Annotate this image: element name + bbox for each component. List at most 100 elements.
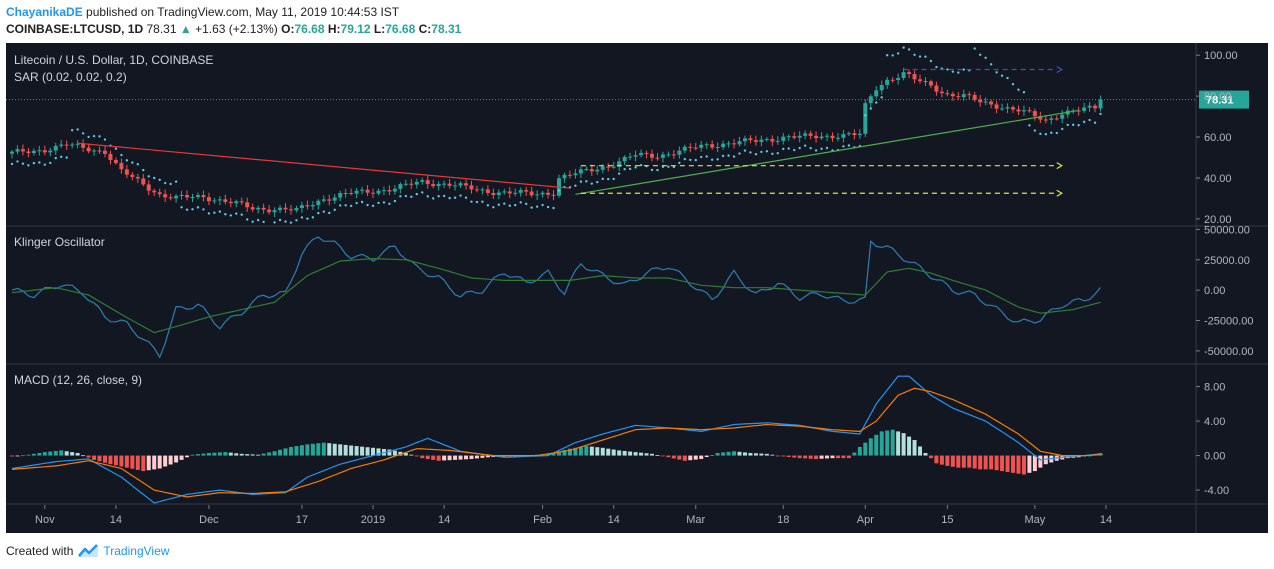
candle-body	[1082, 107, 1087, 111]
sar-dot	[667, 165, 670, 168]
sar-dot	[16, 160, 19, 163]
level-arrow-icon	[1056, 189, 1063, 197]
sar-dot	[1000, 74, 1004, 77]
macd-histogram-bar	[573, 447, 578, 456]
y-tick-label: 0.00	[1204, 451, 1225, 463]
sar-dot	[497, 203, 501, 206]
macd-histogram-bar	[874, 434, 879, 456]
candle-body	[617, 161, 622, 167]
y-tick-label: -25000.00	[1204, 316, 1254, 328]
candle-body	[907, 72, 912, 75]
macd-histogram-bar	[622, 450, 627, 456]
sar-dot	[973, 47, 976, 50]
sar-dot	[891, 54, 894, 57]
sar-dot	[158, 178, 161, 182]
candle-body	[168, 197, 173, 199]
sar-dot	[743, 149, 747, 152]
candle-body	[245, 202, 250, 208]
macd-histogram-bar	[1016, 455, 1021, 474]
sar-dot	[191, 208, 194, 211]
candle-body	[885, 79, 890, 86]
candle-body	[890, 79, 895, 81]
author-link[interactable]: ChayanikaDE	[6, 5, 83, 19]
sar-dot	[935, 65, 938, 69]
macd-histogram-bar	[305, 444, 310, 456]
candle-body	[830, 135, 835, 139]
sar-dot	[612, 177, 615, 181]
chart-svg[interactable]: 78.31 100.00 80.00 60.00 40.00 20.00 Litecoin …	[6, 43, 1268, 533]
candle-body	[972, 94, 977, 100]
candle-body	[874, 90, 879, 97]
sar-dot	[798, 146, 801, 150]
macd-histogram-bar	[699, 455, 704, 460]
macd-histogram-bar	[436, 455, 441, 461]
macd-histogram-bar	[1000, 455, 1005, 472]
candle-body	[715, 147, 720, 149]
price-change: +1.63 (+2.13%)	[195, 22, 278, 36]
candle-body	[431, 184, 436, 187]
sar-dot	[38, 161, 41, 164]
candle-body	[578, 169, 583, 174]
macd-histogram-bar	[442, 455, 447, 461]
macd-histogram-bar	[425, 455, 430, 460]
macd-histogram-bar	[671, 455, 676, 459]
macd-histogram-bar	[562, 450, 567, 456]
macd-histogram-bar	[628, 451, 633, 456]
tradingview-brand-link[interactable]: TradingView	[103, 544, 170, 558]
macd-histogram-bar	[1027, 455, 1032, 473]
macd-histogram-bar	[146, 455, 151, 471]
macd-histogram-bar	[764, 453, 769, 456]
candle-body	[190, 196, 195, 198]
sar-dot	[1055, 131, 1058, 135]
sar-dot	[235, 212, 238, 215]
candle-body	[135, 176, 140, 179]
candle-body	[551, 194, 556, 196]
y-tick-label: 25000.00	[1204, 255, 1250, 267]
macd-histogram-bar	[185, 455, 190, 458]
sar-dot	[470, 200, 473, 203]
macd-histogram-bar	[217, 452, 222, 456]
sar-dot	[727, 154, 730, 157]
macd-histogram-bar	[885, 430, 890, 456]
sar-dot	[694, 158, 697, 162]
candle-body	[1016, 109, 1021, 112]
macd-histogram-bar	[1011, 455, 1016, 473]
sar-dot	[989, 63, 993, 66]
candle-body	[469, 185, 474, 190]
macd-histogram-bar	[633, 452, 638, 456]
macd-histogram-bar	[907, 436, 912, 456]
sar-dot	[508, 204, 511, 207]
sar-dot	[311, 216, 315, 219]
candle-body	[343, 193, 348, 195]
sar-dot	[382, 201, 386, 204]
sar-dot	[749, 151, 752, 154]
sar-dot	[1082, 120, 1086, 124]
sar-dot	[448, 196, 451, 200]
sar-dot	[388, 202, 391, 205]
macd-histogram-bar	[223, 452, 228, 456]
macd-histogram-bar	[655, 454, 660, 456]
sar-dot	[803, 144, 807, 147]
candle-body	[360, 189, 365, 191]
candle-body	[409, 183, 414, 185]
macd-histogram-bar	[868, 438, 873, 456]
symbol-label[interactable]: COINBASE:LTCUSD, 1D	[6, 22, 144, 36]
sar-dot	[1039, 132, 1042, 136]
sar-dot	[579, 180, 583, 183]
macd-histogram-bar	[37, 452, 42, 456]
macd-histogram-bar	[332, 443, 337, 456]
macd-histogram-bar	[75, 452, 80, 456]
chart-area[interactable]: 78.31 100.00 80.00 60.00 40.00 20.00 Litecoin …	[6, 43, 1268, 533]
up-arrow-icon: ▲	[179, 22, 192, 36]
candle-body	[272, 210, 277, 213]
sar-dot	[700, 155, 703, 159]
sar-dot	[1093, 121, 1097, 124]
candle-body	[956, 96, 961, 98]
macd-histogram-bar	[781, 455, 786, 457]
candle-body	[299, 205, 304, 209]
candle-body	[1032, 111, 1037, 117]
candle-body	[447, 183, 452, 186]
sar-dot	[776, 151, 779, 155]
x-tick-label: 14	[608, 514, 620, 526]
candle-body	[365, 189, 370, 193]
